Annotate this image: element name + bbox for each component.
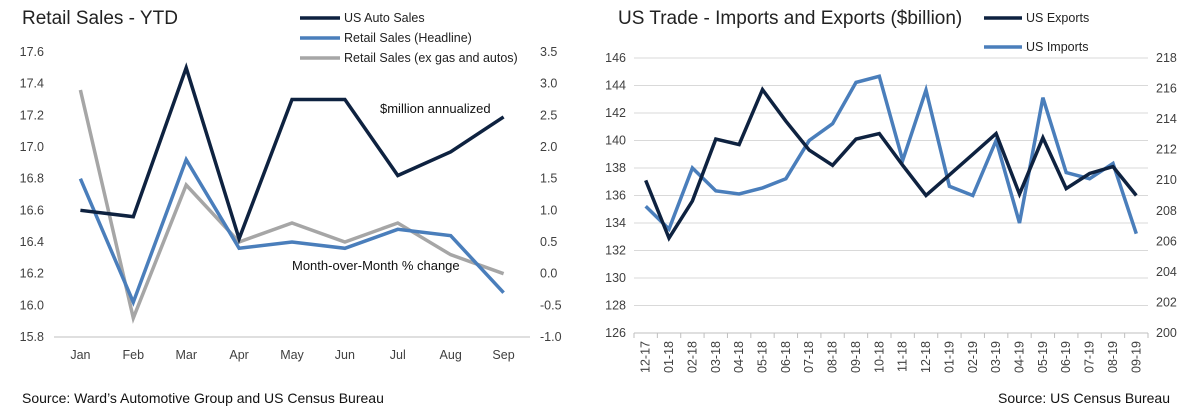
x-tick-label: 09-18: [849, 341, 863, 373]
y-left-tick-label: 138: [605, 161, 626, 175]
y-left-tick-label: 16.2: [20, 267, 44, 281]
y-right-tick-label: 204: [1156, 265, 1177, 279]
legend-label: Retail Sales (Headline): [344, 31, 472, 45]
y-right-tick-label: 3.0: [540, 77, 557, 91]
y-left-tick-label: 134: [605, 216, 626, 230]
annotation-units-left: $million annualized: [380, 101, 491, 116]
y-right-tick-label: 0.0: [540, 267, 557, 281]
x-tick-label: Jun: [335, 348, 355, 362]
x-tick-label: Apr: [229, 348, 248, 362]
x-tick-label: 03-18: [709, 341, 723, 373]
x-tick-label: 08-19: [1106, 341, 1120, 373]
y-left-tick-label: 132: [605, 244, 626, 258]
y-left-tick-label: 15.8: [20, 330, 44, 344]
y-right-tick-label: 200: [1156, 326, 1177, 340]
x-tick-label: May: [280, 348, 304, 362]
y-left-tick-label: 144: [605, 79, 626, 93]
x-tick-label: 06-18: [779, 341, 793, 373]
x-tick-label: 12-17: [639, 341, 653, 373]
legend-label: US Imports: [1026, 40, 1089, 54]
y-left-tick-label: 146: [605, 51, 626, 65]
x-tick-label: Jul: [390, 348, 406, 362]
series-line: [78, 89, 505, 324]
retail-sales-chart: 15.8 16.0 16.2 16.4 16.6 16.8 17.0 17.2 17.4 17.6…: [20, 11, 562, 362]
y-right-tick-label: 210: [1156, 173, 1177, 187]
x-tick-label: 09-19: [1129, 341, 1143, 373]
x-tick-label: 08-18: [826, 341, 840, 373]
x-tick-label: 01-18: [662, 341, 676, 373]
y-left-tick-label: 140: [605, 134, 626, 148]
y-right-tick-label: 2.5: [540, 108, 557, 122]
retail-sales-panel: Retail Sales - YTD 15.8 16.0 16.2 16.4 16.6 1…: [0, 0, 592, 416]
y-left-tick-label: 128: [605, 299, 626, 313]
y-right-tick-label: 0.5: [540, 235, 557, 249]
x-tick-label: 02-19: [966, 341, 980, 373]
y-right-tick-label: 3.5: [540, 45, 557, 59]
x-tick-label: 01-19: [942, 341, 956, 373]
y-right-tick-label: 1.5: [540, 172, 557, 186]
x-tick-label: 02-18: [685, 341, 699, 373]
y-right-tick-label: -0.5: [540, 298, 562, 312]
y-left-tick-label: 17.4: [20, 77, 44, 91]
y-left-tick-label: 16.4: [20, 235, 44, 249]
y-left-tick-label: 17.2: [20, 108, 44, 122]
y-left-tick-label: 16.8: [20, 172, 44, 186]
legend-label: US Auto Sales: [344, 11, 425, 25]
y-right-tick-label: 1.0: [540, 203, 557, 217]
x-tick-label: 07-19: [1083, 341, 1097, 373]
x-tick-label: Mar: [175, 348, 197, 362]
series-line: [644, 74, 1138, 235]
source-note: Source: US Census Bureau: [998, 390, 1170, 406]
y-left-tick-label: 17.6: [20, 45, 44, 59]
x-tick-label: Aug: [440, 348, 462, 362]
series-line: [644, 86, 1138, 242]
y-right-tick-label: 216: [1156, 82, 1177, 96]
y-left-tick-label: 17.0: [20, 140, 44, 154]
y-right-tick-label: 2.0: [540, 140, 557, 154]
x-tick-label: 05-18: [756, 341, 770, 373]
y-left-tick-label: 126: [605, 326, 626, 340]
x-tick-label: Feb: [123, 348, 145, 362]
x-tick-label: 05-19: [1036, 341, 1050, 373]
y-right-tick-label: 212: [1156, 143, 1177, 157]
series-line: [78, 155, 505, 307]
x-tick-label: 04-18: [732, 341, 746, 373]
x-tick-label: 03-19: [989, 341, 1003, 373]
y-right-tick-label: 218: [1156, 51, 1177, 65]
y-left-tick-label: 136: [605, 189, 626, 203]
x-tick-label: 07-18: [802, 341, 816, 373]
y-right-tick-label: 206: [1156, 234, 1177, 248]
chart-title: Retail Sales - YTD: [22, 8, 178, 29]
y-right-tick-label: 208: [1156, 204, 1177, 218]
source-note: Source: Ward’s Automotive Group and US C…: [22, 390, 384, 406]
x-tick-label: Sep: [492, 348, 514, 362]
annotation-units-right: Month-over-Month % change: [292, 258, 460, 273]
x-tick-label: 04-19: [1013, 341, 1027, 373]
trade-panel: US Trade - Imports and Exports ($billion…: [596, 0, 1192, 416]
x-tick-label: 06-19: [1059, 341, 1073, 373]
legend-label: Retail Sales (ex gas and autos): [344, 51, 518, 65]
y-left-tick-label: 142: [605, 106, 626, 120]
y-right-tick-label: 214: [1156, 112, 1177, 126]
x-tick-label: 12-18: [919, 341, 933, 373]
legend-label: US Exports: [1026, 11, 1089, 25]
y-right-tick-label: -1.0: [540, 330, 562, 344]
trade-chart: 126 128 130 132 134 136 138 140 142 144 146 200 202 2…: [605, 11, 1177, 373]
x-tick-label: Jan: [70, 348, 90, 362]
chart-title: US Trade - Imports and Exports ($billion…: [618, 8, 963, 29]
series-line: [80, 62, 505, 245]
y-left-tick-label: 130: [605, 271, 626, 285]
x-tick-label: 11-18: [896, 341, 910, 372]
y-right-tick-label: 202: [1156, 295, 1177, 309]
y-left-tick-label: 16.0: [20, 298, 44, 312]
x-tick-label: 10-18: [872, 341, 886, 373]
y-left-tick-label: 16.6: [20, 203, 44, 217]
